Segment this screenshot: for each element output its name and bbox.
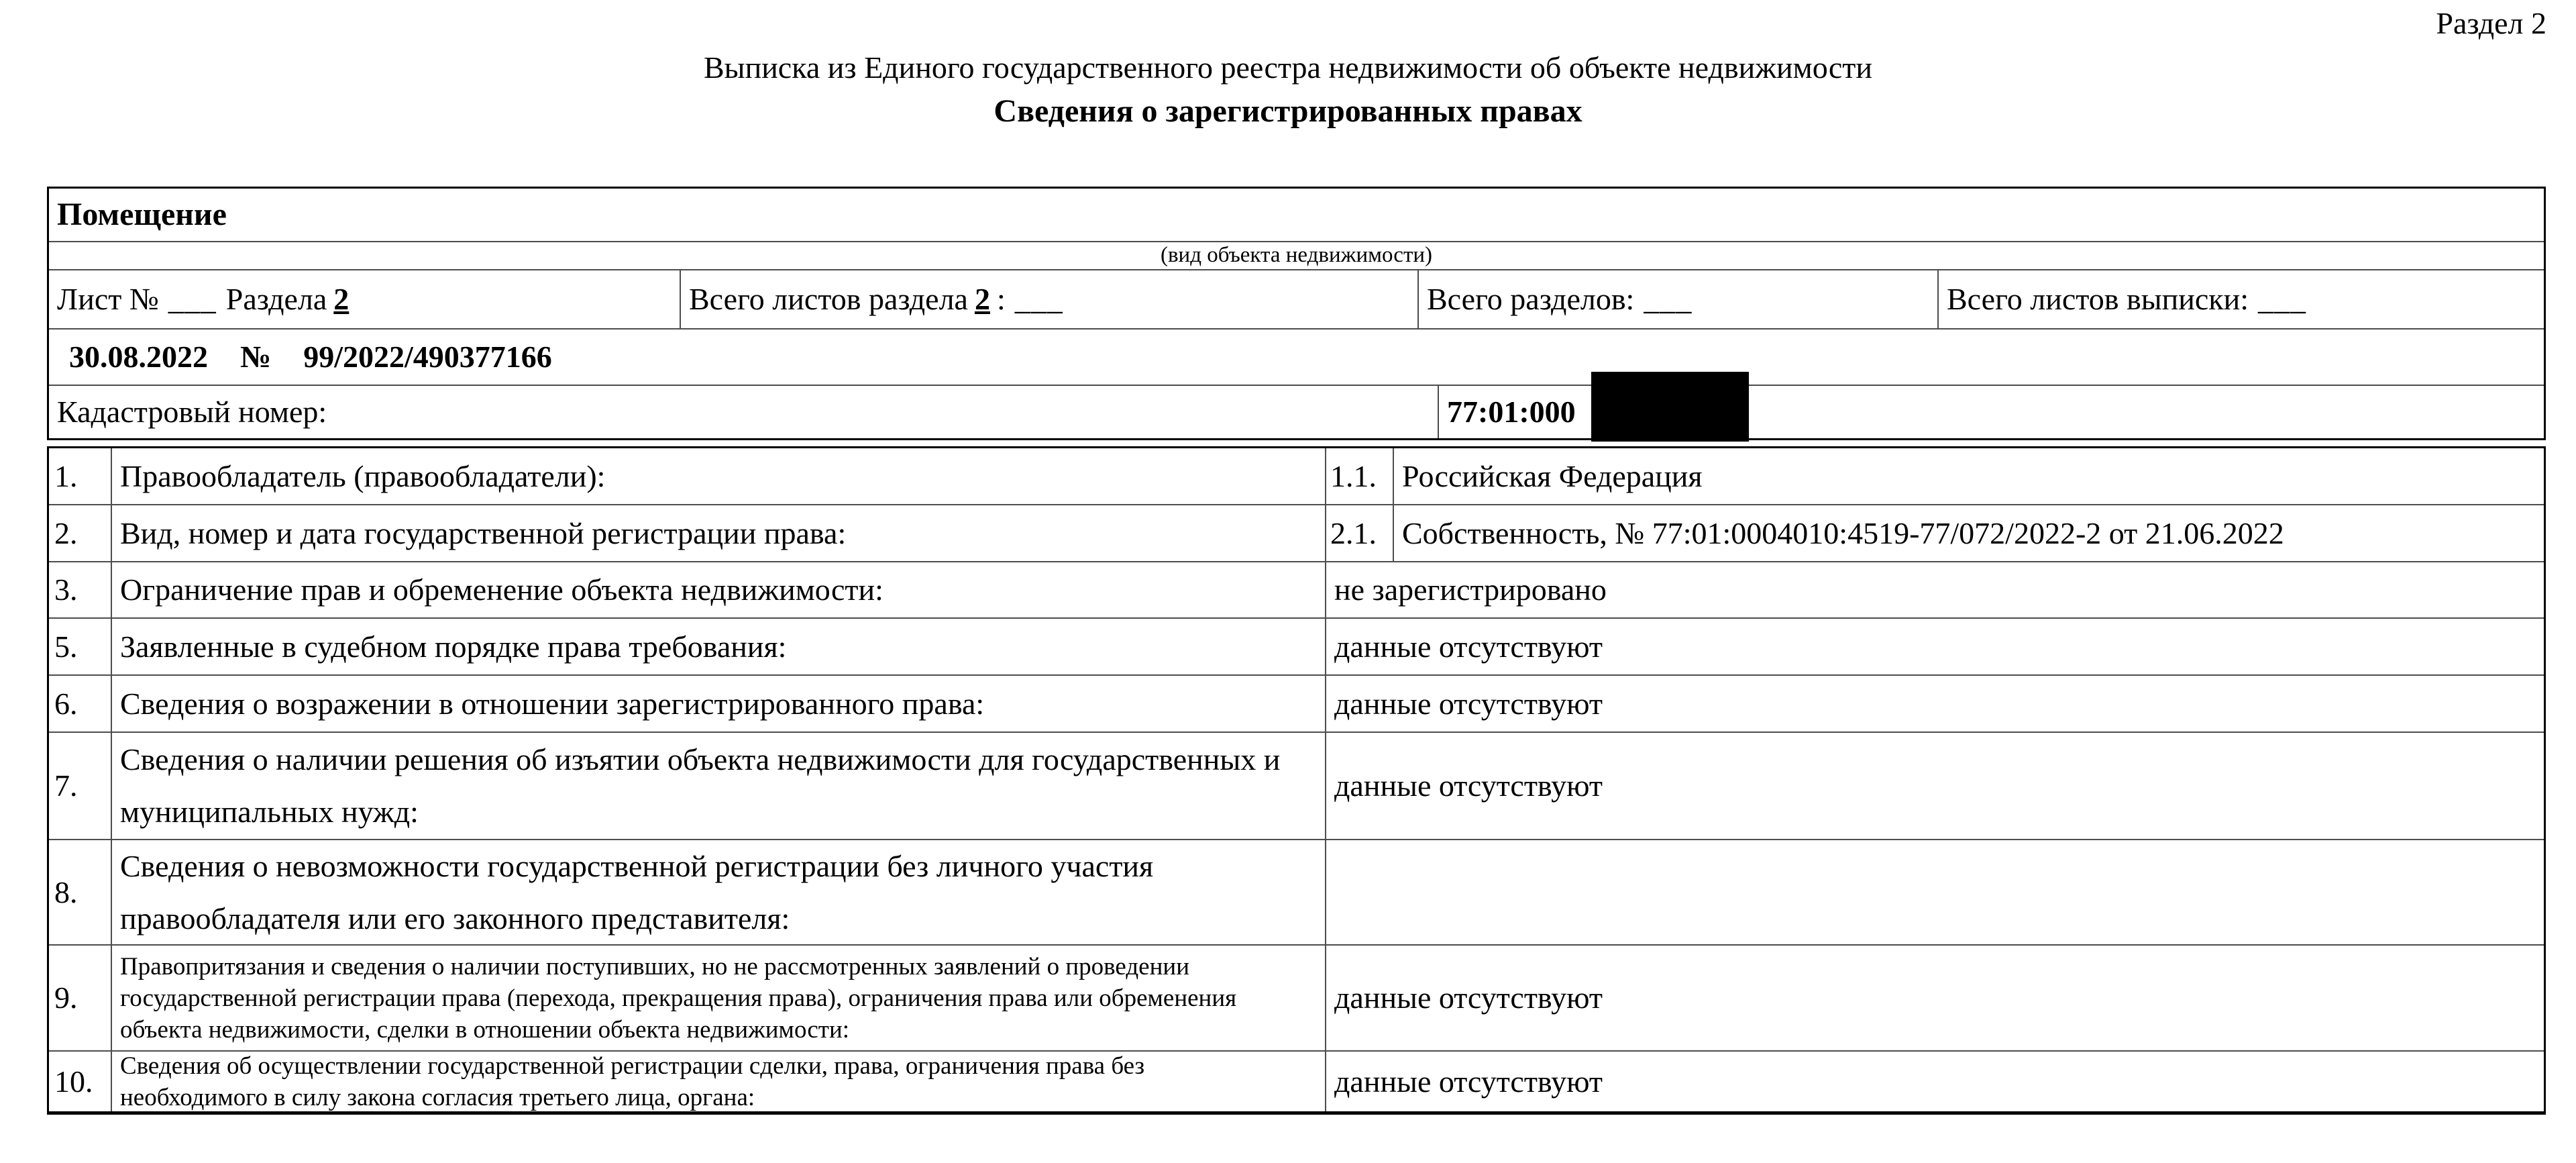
total-extract-sheets-cell: Всего листов выписки: ___ (1937, 270, 2544, 328)
row-value: данные отсутствуют (1325, 733, 2544, 839)
redaction-box (1591, 372, 1749, 442)
table-row: 8. Сведения о невозможности государствен… (49, 839, 2544, 944)
document-number-row: 30.08.2022 № 99/2022/490377166 (49, 328, 2544, 385)
section-word: Раздела (225, 282, 327, 317)
document-title: Выписка из Единого государственного реес… (703, 50, 1873, 85)
row-value: данные отсутствуют (1325, 1052, 2544, 1111)
total-sections-blank-field: ___ (1644, 282, 1693, 317)
row-number: 10. (54, 1064, 93, 1099)
row-sub-number: 2.1. (1325, 505, 1393, 561)
total-sections-cell: Всего разделов: ___ (1417, 270, 1937, 328)
row-label: Сведения о невозможности государственной… (111, 840, 1325, 944)
row-number: 9. (54, 980, 78, 1015)
number-sign: № (240, 340, 272, 374)
row-sub-number: 1.1. (1325, 448, 1393, 504)
document-date: 30.08.2022 (69, 340, 208, 374)
row-value: не зарегистрировано (1325, 562, 2544, 617)
row-label: Вид, номер и дата государственной регист… (111, 505, 1325, 561)
total-sections-label: Всего разделов: (1427, 282, 1635, 317)
table-row: 10. Сведения об осуществлении государств… (49, 1050, 2544, 1111)
total-sheets-label: Всего листов раздела (689, 282, 968, 317)
row-label: Ограничение прав и обременение объекта н… (111, 562, 1325, 617)
total-extract-sheets-blank-field: ___ (2258, 282, 2307, 317)
row-value: данные отсутствуют (1325, 946, 2544, 1050)
total-sheets-colon: : (996, 282, 1006, 317)
row-value: Российская Федерация (1393, 448, 2544, 504)
info-table: Помещение (вид объекта недвижимости) Лис… (47, 187, 2546, 440)
table-row: 5. Заявленные в судебном порядке права т… (49, 617, 2544, 674)
row-value: Собственность, № 77:01:0004010:4519-77/0… (1393, 505, 2544, 561)
object-type-caption-row: (вид объекта недвижимости) (49, 241, 2544, 269)
document-subtitle: Сведения о зарегистрированных правах (994, 93, 1582, 129)
row-value: данные отсутствуют (1325, 676, 2544, 731)
sheet-blank-field: ___ (168, 282, 217, 317)
rights-table: 1. Правообладатель (правообладатели): 1.… (47, 446, 2546, 1115)
table-row: 1. Правообладатель (правообладатели): 1.… (49, 448, 2544, 504)
cadastral-value: 77:01:000 (1438, 386, 2544, 438)
total-sheets-value: 2 (974, 282, 990, 317)
total-sheets-blank-field: ___ (1014, 282, 1063, 317)
row-label: Сведения о наличии решения об изъятии об… (111, 733, 1325, 839)
section-label: Раздел 2 (2436, 6, 2546, 40)
row-value (1325, 840, 2544, 944)
document-number-cell: 30.08.2022 № 99/2022/490377166 (49, 330, 2544, 385)
table-row: 3. Ограничение прав и обременение объект… (49, 561, 2544, 617)
row-label: Правообладатель (правообладатели): (111, 448, 1325, 504)
row-number: 1. (54, 458, 78, 493)
object-type-row: Помещение (49, 189, 2544, 241)
row-label: Правопритязания и сведения о наличии пос… (111, 946, 1325, 1050)
sheets-row: Лист № ___ Раздела 2 Всего листов раздел… (49, 269, 2544, 328)
sheet-label: Лист № (57, 282, 159, 317)
total-extract-sheets-label: Всего листов выписки: (1947, 282, 2249, 317)
total-sheets-cell: Всего листов раздела 2 : ___ (680, 270, 1417, 328)
row-number: 3. (54, 572, 78, 607)
object-type: Помещение (57, 197, 227, 233)
sheet-number-cell: Лист № ___ Раздела 2 (49, 270, 680, 328)
table-row: 6. Сведения о возражении в отношении зар… (49, 674, 2544, 731)
cadastral-label: Кадастровый номер: (57, 395, 327, 429)
row-label: Сведения об осуществлении государственно… (111, 1052, 1325, 1111)
row-number: 6. (54, 686, 78, 721)
object-type-caption: (вид объекта недвижимости) (1160, 243, 1433, 268)
table-row: 2. Вид, номер и дата государственной рег… (49, 504, 2544, 561)
row-label: Заявленные в судебном порядке права треб… (111, 619, 1325, 674)
document-number: 99/2022/490377166 (303, 340, 552, 374)
row-number: 8. (54, 874, 78, 909)
row-number: 7. (54, 768, 78, 803)
table-row: 9. Правопритязания и сведения о наличии … (49, 944, 2544, 1050)
cadastral-row: Кадастровый номер: 77:01:000 (49, 385, 2544, 438)
row-value: данные отсутствуют (1325, 619, 2544, 674)
table-row: 7. Сведения о наличии решения об изъятии… (49, 731, 2544, 839)
section-value: 2 (333, 282, 350, 317)
row-number: 5. (54, 629, 78, 664)
row-label: Сведения о возражении в отношении зареги… (111, 676, 1325, 731)
row-number: 2. (54, 515, 78, 550)
